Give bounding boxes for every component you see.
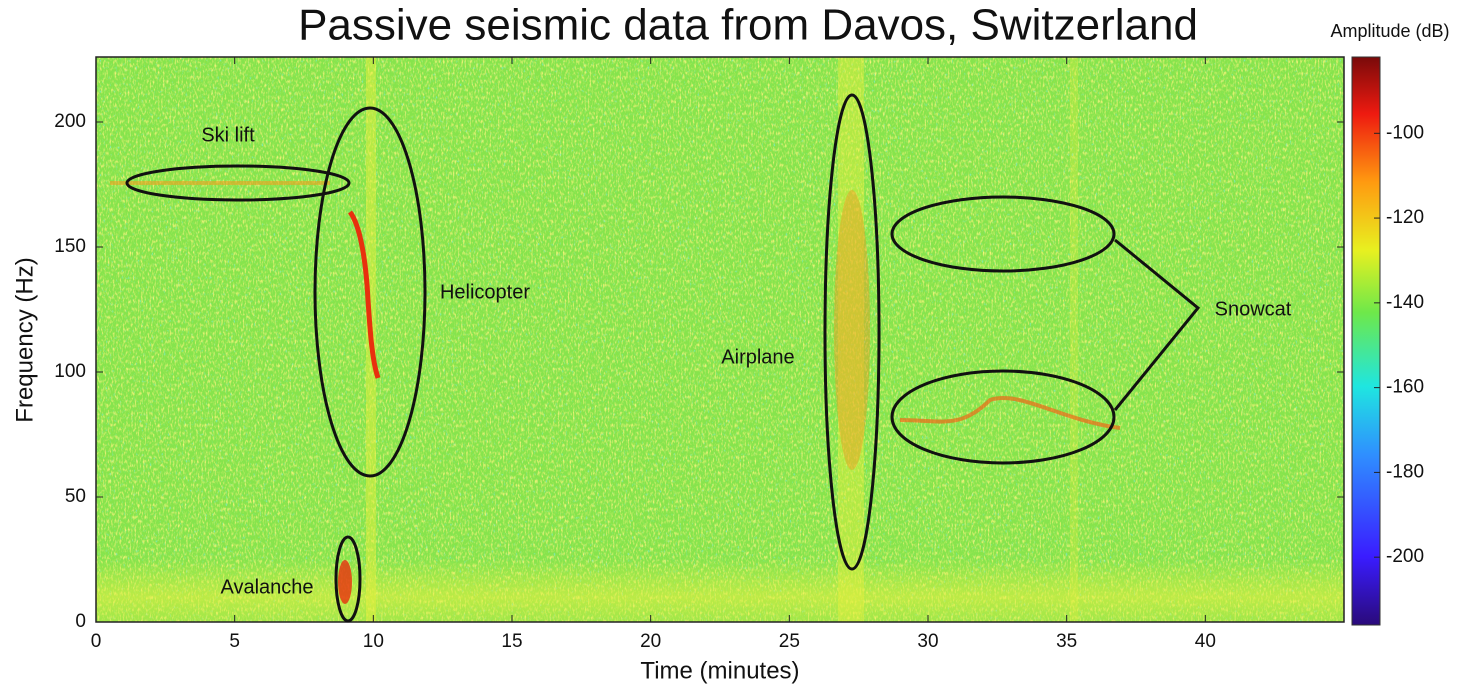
colorbar-tick-label: -180 (1386, 461, 1424, 482)
annotation: Avalanche (220, 576, 313, 598)
y-tick-label: 0 (75, 611, 86, 632)
colorbar (1351, 56, 1381, 626)
x-tick-label: 25 (779, 631, 800, 652)
x-tick-label: 0 (91, 631, 102, 652)
colorbar-tick-label: -120 (1386, 207, 1424, 228)
chart-title: Passive seismic data from Davos, Switzer… (298, 1, 1198, 50)
colorbar-tick-label: -100 (1386, 122, 1424, 143)
x-tick-label: 35 (1056, 631, 1077, 652)
spectrogram (96, 57, 1344, 622)
x-tick-label: 20 (640, 631, 661, 652)
x-tick-label: 15 (501, 631, 522, 652)
colorbar-tick-label: -200 (1386, 546, 1424, 567)
annotation: Snowcat (1215, 298, 1292, 320)
x-tick-label: 40 (1195, 631, 1216, 652)
y-tick-label: 200 (54, 111, 86, 132)
annotation: Helicopter (440, 281, 530, 303)
x-tick-label: 10 (363, 631, 384, 652)
y-tick-label: 150 (54, 236, 86, 257)
colorbar-label: Amplitude (dB) (1330, 21, 1449, 41)
colorbar-tick-label: -160 (1386, 377, 1424, 398)
plot-frame (95, 56, 1345, 623)
annotation: Ski lift (201, 124, 255, 146)
colorbar-tick-label: -140 (1386, 292, 1424, 313)
y-tick-label: 100 (54, 361, 86, 382)
annotation-shapes (125, 93, 1201, 623)
annotation: Airplane (721, 346, 794, 368)
y-axis-label: Frequency (Hz) (11, 257, 38, 422)
x-tick-label: 5 (229, 631, 240, 652)
x-axis-label: Time (minutes) (640, 657, 799, 684)
y-tick-label: 50 (65, 486, 86, 507)
x-tick-label: 30 (917, 631, 938, 652)
